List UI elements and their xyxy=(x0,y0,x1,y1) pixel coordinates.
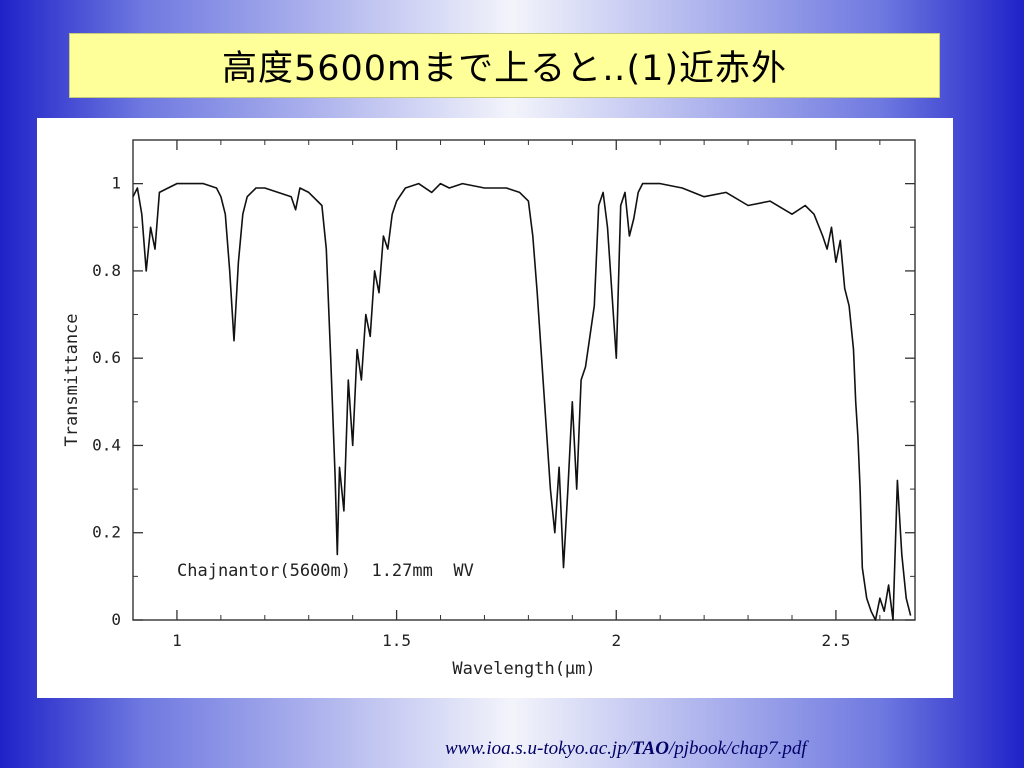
slide-title-box: 高度5600mまで上ると‥(1)近赤外 xyxy=(69,33,940,98)
source-url-suffix: /pjbook/chap7.pdf xyxy=(668,738,807,759)
x-tick-label: 2 xyxy=(611,631,621,650)
transmittance-figure: 1 1.5 2 2.5 0 0.2 0.4 0.6 0.8 1 Chajnantor(5600m)… xyxy=(37,118,953,698)
plot-frame xyxy=(132,139,916,621)
chart-annotation: Chajnantor(5600m) 1.27mm WV xyxy=(177,561,474,581)
y-tick-label: 0.4 xyxy=(92,435,121,454)
y-tick-label: 0.6 xyxy=(92,348,121,367)
x-tick-label: 1.5 xyxy=(382,631,411,650)
x-tick-label: 1 xyxy=(172,631,182,650)
slide-title: 高度5600mまで上ると‥(1)近赤外 xyxy=(221,49,788,89)
series-line-0 xyxy=(132,182,912,621)
transmittance-chart: 1 1.5 2 2.5 0 0.2 0.4 0.6 0.8 1 Chajnantor(5600m)… xyxy=(62,139,916,679)
y-tick-label: 0 xyxy=(111,610,121,629)
y-axis-label: Transmittance xyxy=(62,313,82,446)
x-tick-label: 2.5 xyxy=(821,631,850,650)
axis-ticks: 1 1.5 2 2.5 0 0.2 0.4 0.6 0.8 1 xyxy=(92,139,915,650)
series-layer xyxy=(132,182,912,621)
x-axis-label: Wavelength(μm) xyxy=(452,659,595,679)
source-url-prefix: www.ioa.s.u-tokyo.ac.jp/ xyxy=(445,738,632,759)
y-tick-label: 1 xyxy=(111,174,121,193)
source-link[interactable]: www.ioa.s.u-tokyo.ac.jp/TAO/pjbook/chap7… xyxy=(445,738,1020,760)
y-tick-label: 0.8 xyxy=(92,261,121,280)
y-tick-label: 0.2 xyxy=(92,523,121,542)
source-url-bold: TAO xyxy=(632,738,669,759)
